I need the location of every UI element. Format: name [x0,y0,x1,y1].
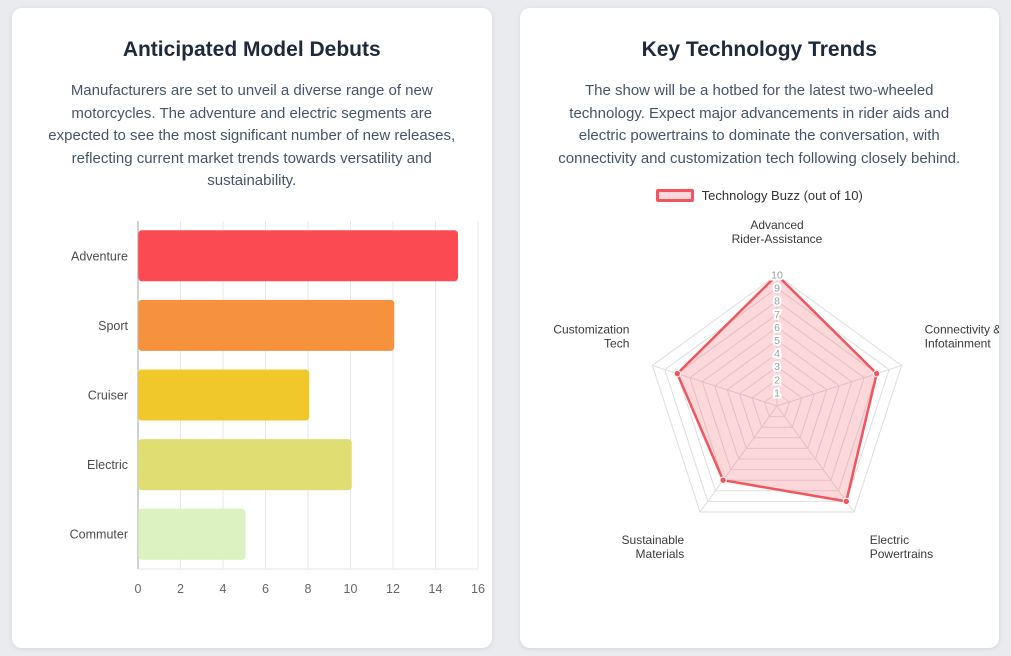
model-debuts-description: Manufacturers are set to unveil a divers… [48,82,456,189]
r-tick-label: 5 [774,335,780,347]
tech-trends-radar-chart: 1 2 3 4 5 6 7 8 9 10 Advanced Rider-Assistance Conne… [544,209,999,591]
bar-cruiser [138,369,310,420]
radar-ring [688,313,865,481]
x-tick-label: 8 [305,582,312,596]
x-tick-label: 10 [344,582,358,596]
r-tick-label: 3 [774,361,780,373]
category-label: Sport [98,318,128,332]
radar-axis-label: Connectivity &Infotainment [924,322,999,350]
legend-swatch-icon [655,189,694,202]
radar-ring [726,352,827,449]
x-tick-label: 14 [429,582,443,596]
r-tick-label: 2 [774,374,780,386]
radar-ring [738,366,815,439]
svg-text:Connectivity &: Connectivity & [924,322,999,336]
svg-text:Advanced: Advanced [750,218,803,232]
radar-legend[interactable]: Technology Buzz (out of 10) [544,188,976,203]
x-tick-label: 12 [386,582,400,596]
radar-spoke [776,365,902,407]
model-debuts-card: Anticipated Model Debuts Manufacturers a… [12,8,492,648]
tech-trends-card: Key Technology Trends The show will be a… [519,8,999,648]
x-tick-label: 6 [262,582,269,596]
radar-ring [676,300,877,492]
x-tick-label: 16 [471,582,485,596]
svg-text:Infotainment: Infotainment [924,336,991,350]
bar-chart-canvas: 0 2 4 6 8 10 12 14 16 Adventure Sport Cruiser Electr… [70,220,485,596]
r-tick-label: 8 [774,296,780,308]
x-tick-label: 4 [220,582,227,596]
svg-text:Powertrains: Powertrains [869,547,932,561]
tech-trends-description: The show will be a hotbed for the latest… [558,82,961,167]
category-label: Cruiser [88,388,128,402]
bar-adventure [138,229,458,281]
svg-text:Sustainable: Sustainable [621,533,684,547]
category-label: Commuter [70,527,128,541]
radar-ring [663,287,890,502]
category-label: Adventure [71,249,128,263]
bar-sport [138,299,395,351]
radar-ring [651,274,902,513]
radar-data-polygon [675,273,878,503]
bar-electric [138,438,352,490]
r-tick-label: 9 [774,283,780,295]
svg-text:Materials: Materials [635,547,684,561]
tech-trends-title: Key Technology Trends [641,38,877,61]
r-tick-label: 4 [774,348,780,360]
svg-text:Rider-Assistance: Rider-Assistance [731,232,822,246]
radar-data-point [772,271,781,279]
radar-ring [751,379,802,428]
legend-label: Technology Buzz (out of 10) [701,188,863,203]
model-debuts-bar-chart: 0 2 4 6 8 10 12 14 16 Adventure Sport Cruiser Electr… [36,207,485,605]
svg-text:Electric: Electric [869,533,908,547]
radar-data-point [842,497,850,506]
bar-commuter [138,508,246,560]
radar-data-point [673,369,681,378]
r-tick-label: 1 [774,387,780,399]
x-tick-label: 2 [177,582,184,596]
radar-ring [713,339,840,460]
radar-ring [763,392,790,418]
x-tick-label: 0 [135,582,142,596]
radar-data-point [872,369,880,378]
r-tick-label: 6 [774,322,780,334]
model-debuts-title: Anticipated Model Debuts [122,38,381,61]
category-label: Electric [87,458,128,472]
r-tick-label: 10 [771,270,783,282]
svg-text:Tech: Tech [604,336,629,350]
svg-text:Customization: Customization [553,322,629,336]
radar-spoke [699,405,777,513]
r-tick-label: 7 [774,309,780,321]
radar-spoke [776,405,854,513]
radar-data-point [718,476,727,484]
radar-spoke [651,365,777,407]
radar-ring [701,326,852,471]
